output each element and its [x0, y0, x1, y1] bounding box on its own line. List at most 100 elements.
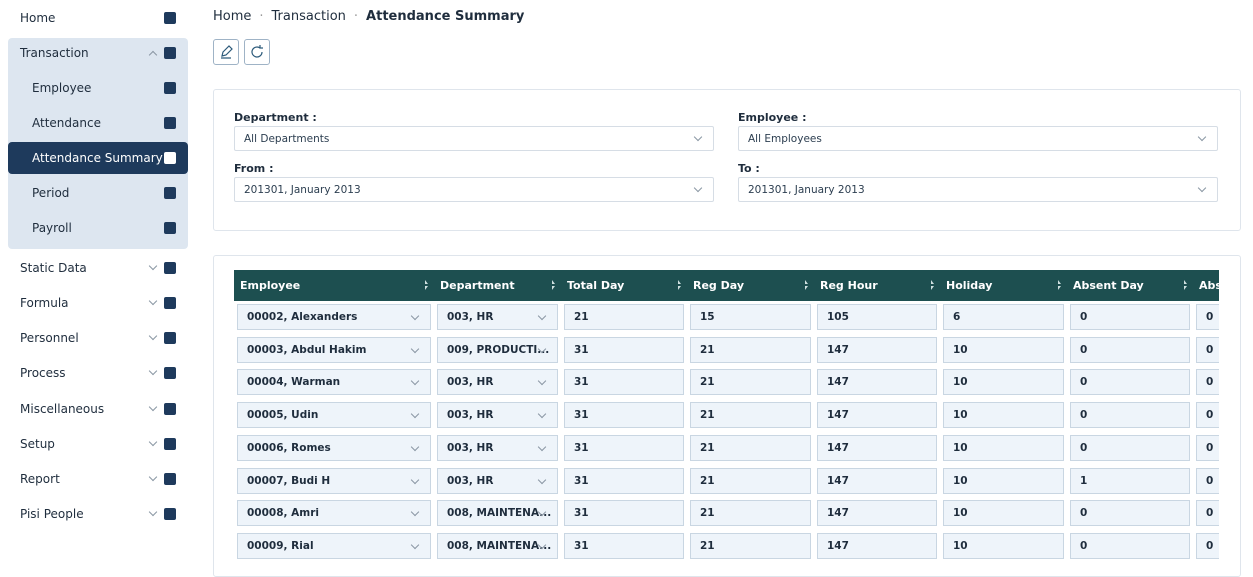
cell-input[interactable]: 21	[690, 369, 811, 396]
cell-select[interactable]: 003, HR	[437, 369, 558, 396]
cell-input[interactable]: 147	[817, 532, 937, 559]
cell-input[interactable]: 21	[690, 532, 811, 559]
nav-item[interactable]: Static Data	[8, 253, 188, 283]
cell-input[interactable]: 147	[817, 467, 937, 494]
cell-input[interactable]: 21	[690, 336, 811, 363]
cell-input[interactable]: 0	[1196, 336, 1219, 363]
cell-input[interactable]: 10	[943, 467, 1064, 494]
nav-subitem[interactable]: Attendance Summary	[8, 142, 188, 174]
cell-input[interactable]: 10	[943, 532, 1064, 559]
refresh-button[interactable]	[244, 39, 270, 65]
nav-icon	[164, 47, 176, 59]
nav-item[interactable]: Process	[8, 358, 188, 388]
cell-select[interactable]: 00002, Alexanders	[237, 304, 431, 330]
column-header[interactable]: Department	[434, 270, 561, 301]
edit-button[interactable]	[213, 39, 239, 65]
label: Period	[32, 186, 70, 200]
cell-input[interactable]: 31	[564, 369, 684, 396]
column-header[interactable]: Reg Hour	[814, 270, 940, 301]
cell-input[interactable]: 21	[690, 467, 811, 494]
cell-select[interactable]: 003, HR	[437, 304, 558, 330]
filter-select[interactable]: 201301, January 2013	[234, 177, 714, 202]
cell-input[interactable]: 10	[943, 369, 1064, 396]
filter-select[interactable]: 201301, January 2013	[738, 177, 1218, 202]
cell-select[interactable]: 003, HR	[437, 467, 558, 494]
cell-input[interactable]: 31	[564, 467, 684, 494]
cell-input[interactable]: 0	[1070, 369, 1190, 396]
crumb[interactable]: Transaction	[271, 9, 346, 24]
nav-subitem[interactable]: Employee	[8, 72, 188, 104]
nav-item[interactable]: Setup	[8, 429, 188, 459]
label: 0	[1206, 376, 1214, 389]
column-header[interactable]: Employee	[234, 270, 434, 301]
cell-input[interactable]: 147	[817, 369, 937, 396]
cell-input[interactable]: 1	[1070, 467, 1190, 494]
cell-input[interactable]: 0	[1070, 500, 1190, 527]
filter-panel	[213, 89, 1241, 231]
cell-select[interactable]: 00003, Abdul Hakim	[237, 336, 431, 363]
cell-input[interactable]: 0	[1196, 467, 1219, 494]
nav-subitem[interactable]: Attendance	[8, 107, 188, 139]
cell-input[interactable]: 10	[943, 500, 1064, 527]
cell-select[interactable]: 003, HR	[437, 402, 558, 429]
cell-input[interactable]: 10	[943, 434, 1064, 461]
cell-input[interactable]: 0	[1070, 532, 1190, 559]
cell-input[interactable]: 31	[564, 402, 684, 429]
cell-input[interactable]: 147	[817, 434, 937, 461]
cell-input[interactable]: 147	[817, 402, 937, 429]
nav-subitem[interactable]: Payroll	[8, 212, 188, 244]
cell-input[interactable]: 31	[564, 434, 684, 461]
cell-input[interactable]: 10	[943, 336, 1064, 363]
cell-select[interactable]: 00008, Amri	[237, 500, 431, 527]
nav-item[interactable]: Miscellaneous	[8, 394, 188, 424]
cell-input[interactable]: 0	[1196, 434, 1219, 461]
cell-input[interactable]: 31	[564, 500, 684, 527]
cell-select[interactable]: 00006, Romes	[237, 434, 431, 461]
nav-item[interactable]: Personnel	[8, 323, 188, 353]
cell-select[interactable]: 008, MAINTENA...	[437, 500, 558, 527]
cell-input[interactable]: 147	[817, 336, 937, 363]
nav-item[interactable]: Formula	[8, 288, 188, 318]
nav-item[interactable]: Pisi People	[8, 499, 188, 529]
cell-select[interactable]: 00009, Rial	[237, 532, 431, 559]
column-header[interactable]: Reg Day	[687, 270, 814, 301]
cell-input[interactable]: 0	[1070, 336, 1190, 363]
nav-item[interactable]: Transaction	[8, 38, 188, 68]
cell-input[interactable]: 21	[690, 500, 811, 527]
cell-input[interactable]: 0	[1196, 304, 1219, 330]
nav-subitem[interactable]: Period	[8, 177, 188, 209]
nav-item[interactable]: Report	[8, 464, 188, 494]
cell-input[interactable]: 0	[1070, 402, 1190, 429]
cell-select[interactable]: 00007, Budi H	[237, 467, 431, 494]
cell-input[interactable]: 0	[1070, 304, 1190, 330]
cell-select[interactable]: 008, MAINTENA...	[437, 532, 558, 559]
cell-input[interactable]: 31	[564, 336, 684, 363]
cell-select[interactable]: 00004, Warman	[237, 369, 431, 396]
filter-select[interactable]: All Employees	[738, 126, 1218, 151]
cell-input[interactable]: 21	[564, 304, 684, 330]
cell-input[interactable]: 10	[943, 402, 1064, 429]
cell-select[interactable]: 00005, Udin	[237, 402, 431, 429]
column-header[interactable]: Absent Day	[1067, 270, 1193, 301]
cell-input[interactable]: 21	[690, 434, 811, 461]
cell-input[interactable]: 147	[817, 500, 937, 527]
cell-input[interactable]: 31	[564, 532, 684, 559]
cell-input[interactable]: 0	[1196, 402, 1219, 429]
cell-input[interactable]: 21	[690, 402, 811, 429]
cell-input[interactable]: 6	[943, 304, 1064, 330]
crumb[interactable]: Home	[213, 9, 252, 24]
cell-input[interactable]: 0	[1196, 500, 1219, 527]
cell-input[interactable]: 0	[1196, 532, 1219, 559]
column-header[interactable]: Holiday	[940, 270, 1067, 301]
cell-input[interactable]: 0	[1070, 434, 1190, 461]
cell-input[interactable]: 0	[1196, 369, 1219, 396]
nav-item[interactable]: Home	[8, 3, 188, 33]
filter-select[interactable]: All Departments	[234, 126, 714, 151]
cell-select[interactable]: 003, HR	[437, 434, 558, 461]
cell-input[interactable]: 105	[817, 304, 937, 330]
cell-select[interactable]: 009, PRODUCTI...	[437, 336, 558, 363]
column-header[interactable]: Abs	[1193, 270, 1219, 301]
chevron	[537, 409, 547, 419]
column-header[interactable]: Total Day	[561, 270, 687, 301]
cell-input[interactable]: 15	[690, 304, 811, 330]
